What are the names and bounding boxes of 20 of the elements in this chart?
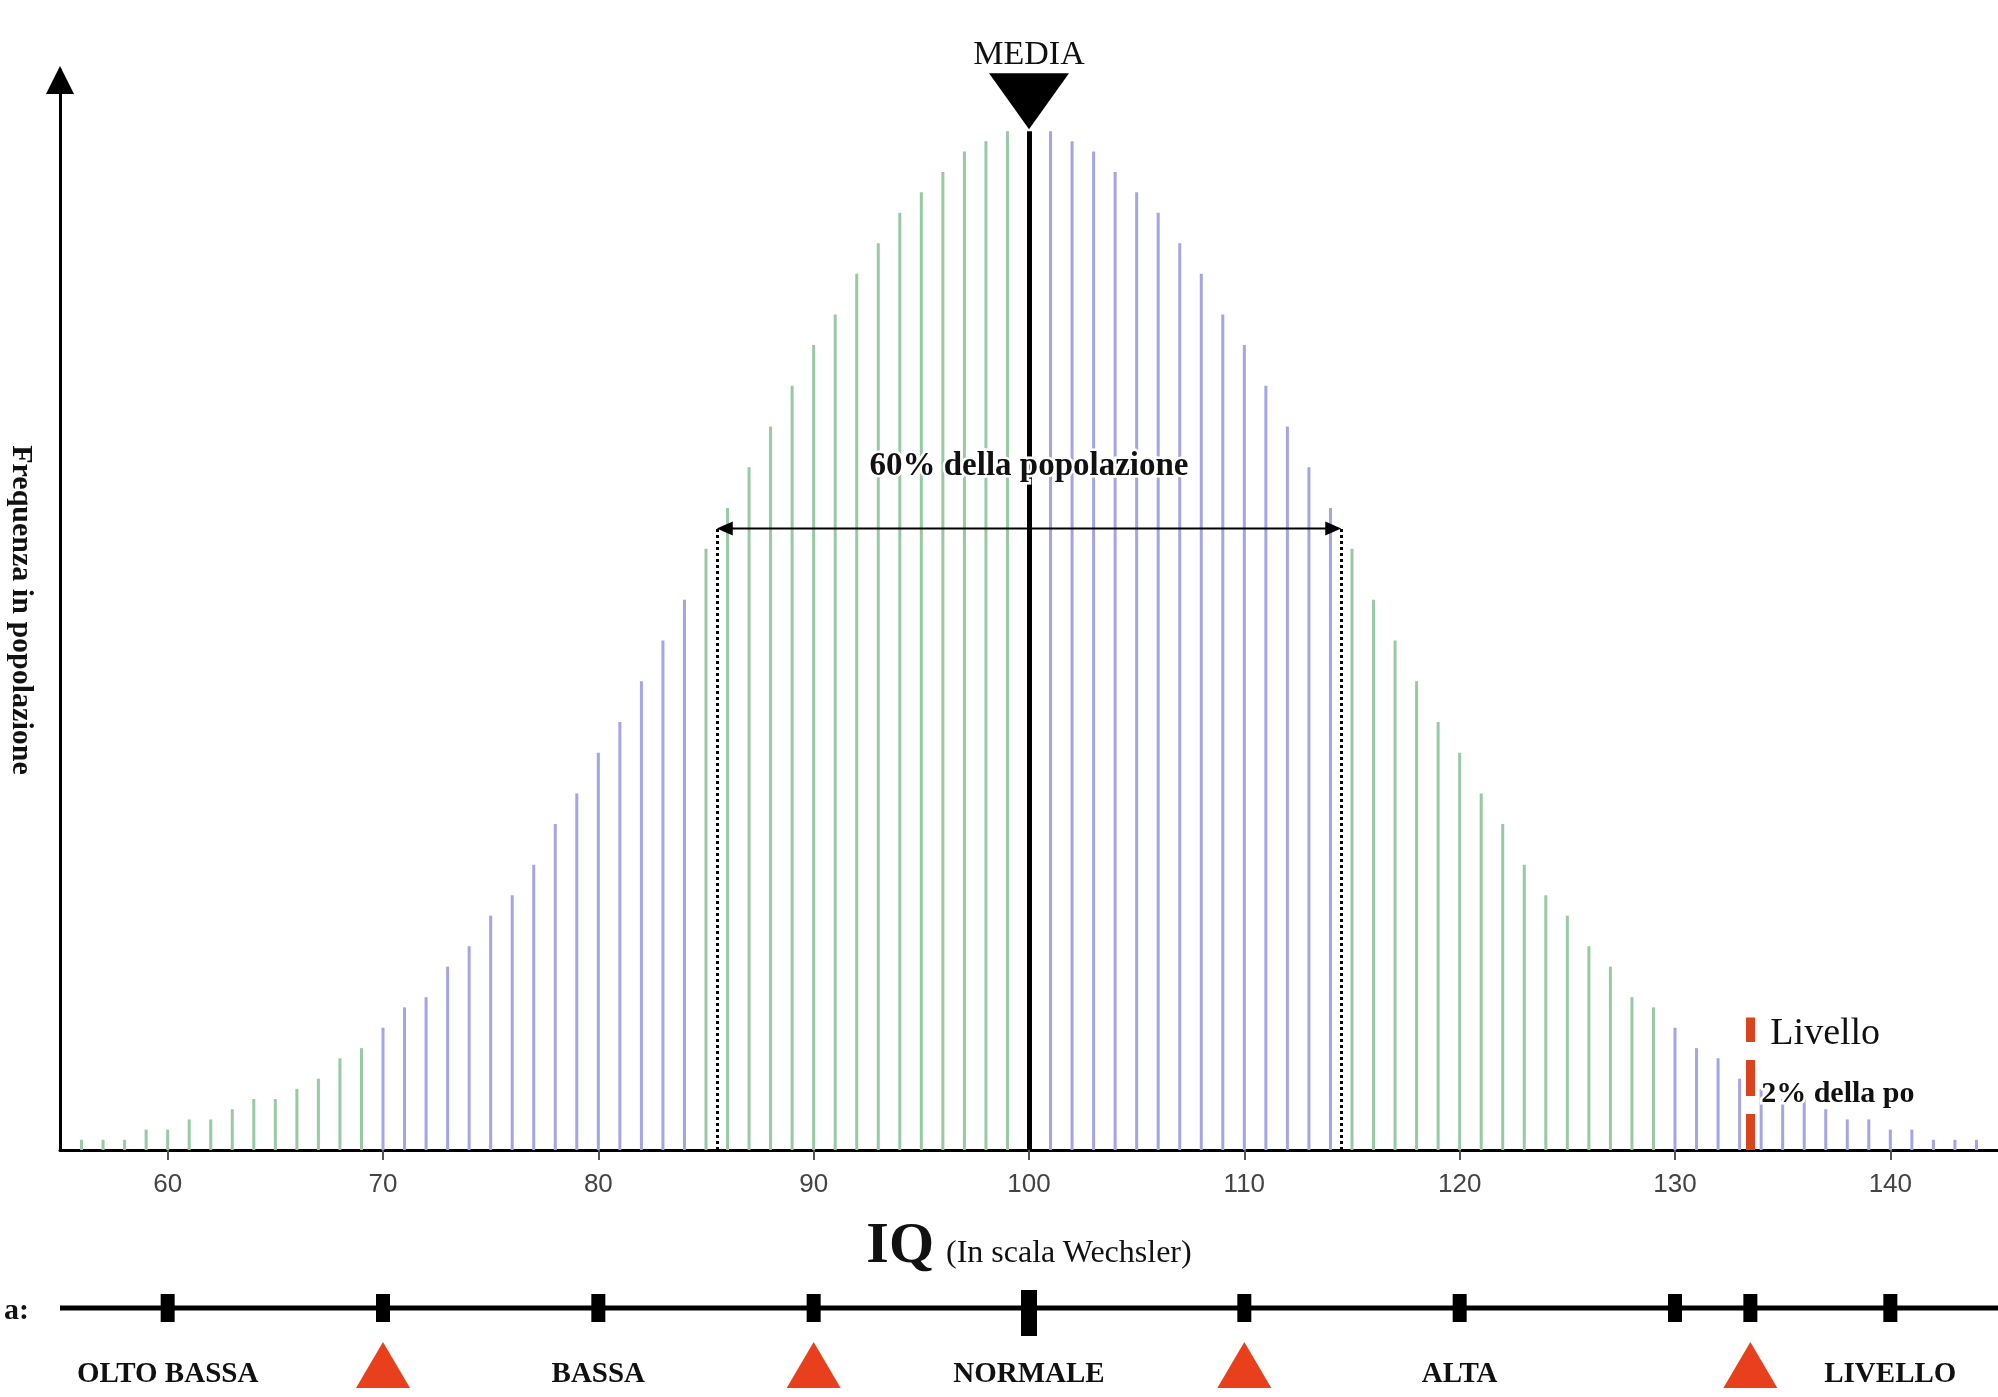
x-tick-label: 100 bbox=[1007, 1168, 1051, 1198]
x-tick-label: 130 bbox=[1653, 1168, 1697, 1198]
x-tick-label: 110 bbox=[1223, 1168, 1266, 1198]
text: NORMALE bbox=[953, 1356, 1105, 1388]
x-axis-title: IQ (In scala Wechsler) bbox=[866, 1210, 1192, 1275]
text: ALTA bbox=[1421, 1356, 1498, 1388]
x-tick-label: 140 bbox=[1868, 1168, 1913, 1198]
x-tick-label: 70 bbox=[368, 1168, 398, 1198]
y-axis-title: Frequenza in popolazione bbox=[6, 445, 40, 775]
text: a: bbox=[4, 1292, 29, 1325]
x-tick-label: 120 bbox=[1437, 1168, 1482, 1198]
text: BASSA bbox=[551, 1356, 646, 1388]
x-tick-label: 60 bbox=[153, 1168, 183, 1198]
annotation: 2% della po bbox=[1761, 1075, 1915, 1109]
text: LIVELLO bbox=[1824, 1356, 1957, 1388]
x-tick-label: 80 bbox=[583, 1168, 613, 1198]
ref-line-label: MEDIA bbox=[973, 33, 1086, 71]
ref-line-label: Livello bbox=[1770, 1009, 1881, 1052]
x-tick-label: 90 bbox=[799, 1168, 829, 1198]
text: OLTO BASSA bbox=[76, 1356, 259, 1388]
